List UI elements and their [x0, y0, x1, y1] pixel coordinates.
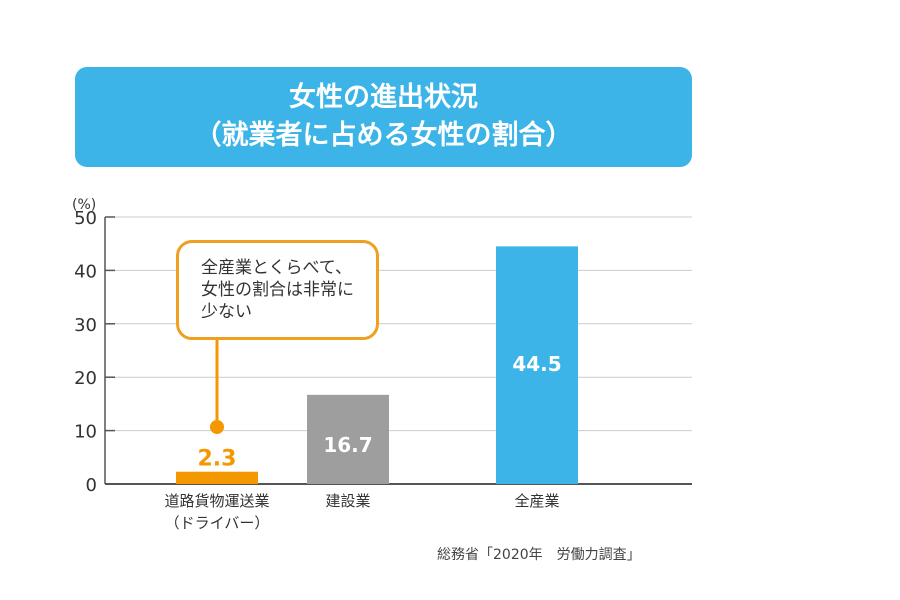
y-tick-label: 30 [74, 315, 97, 336]
bar [496, 246, 578, 484]
y-tick-label: 0 [86, 475, 97, 496]
callout-line: 全産業とくらべて、 [201, 258, 352, 278]
y-tick-label: 40 [74, 261, 97, 282]
bar [176, 471, 258, 484]
data-label: 16.7 [323, 433, 372, 457]
callout-line: 少ない [201, 302, 252, 322]
x-tick-label: 道路貨物運送業 [164, 492, 269, 510]
y-tick-label: 10 [74, 422, 97, 443]
bar [307, 394, 389, 484]
data-label: 44.5 [512, 352, 561, 376]
chart-title: 女性の進出状況 [289, 82, 478, 113]
callout-line: 女性の割合は非常に [201, 280, 354, 300]
x-tick-label: 建設業 [325, 492, 370, 510]
x-tick-label: （ドライバー） [165, 514, 270, 532]
callout-dot [210, 420, 224, 434]
y-tick-label: 50 [74, 208, 97, 229]
chart-subtitle: （就業者に占める女性の割合） [194, 120, 573, 151]
y-tick-label: 20 [74, 368, 97, 389]
data-label: 2.3 [198, 447, 237, 472]
x-tick-label: 全産業 [514, 492, 559, 510]
callout-bubble: 全産業とくらべて、 女性の割合は非常に 少ない [176, 240, 379, 340]
chart-title-box: 女性の進出状況 （就業者に占める女性の割合） [75, 67, 692, 167]
y-axis-unit: (%) [72, 197, 96, 213]
source-note: 総務省「2020年 労働力調査」 [437, 547, 641, 563]
